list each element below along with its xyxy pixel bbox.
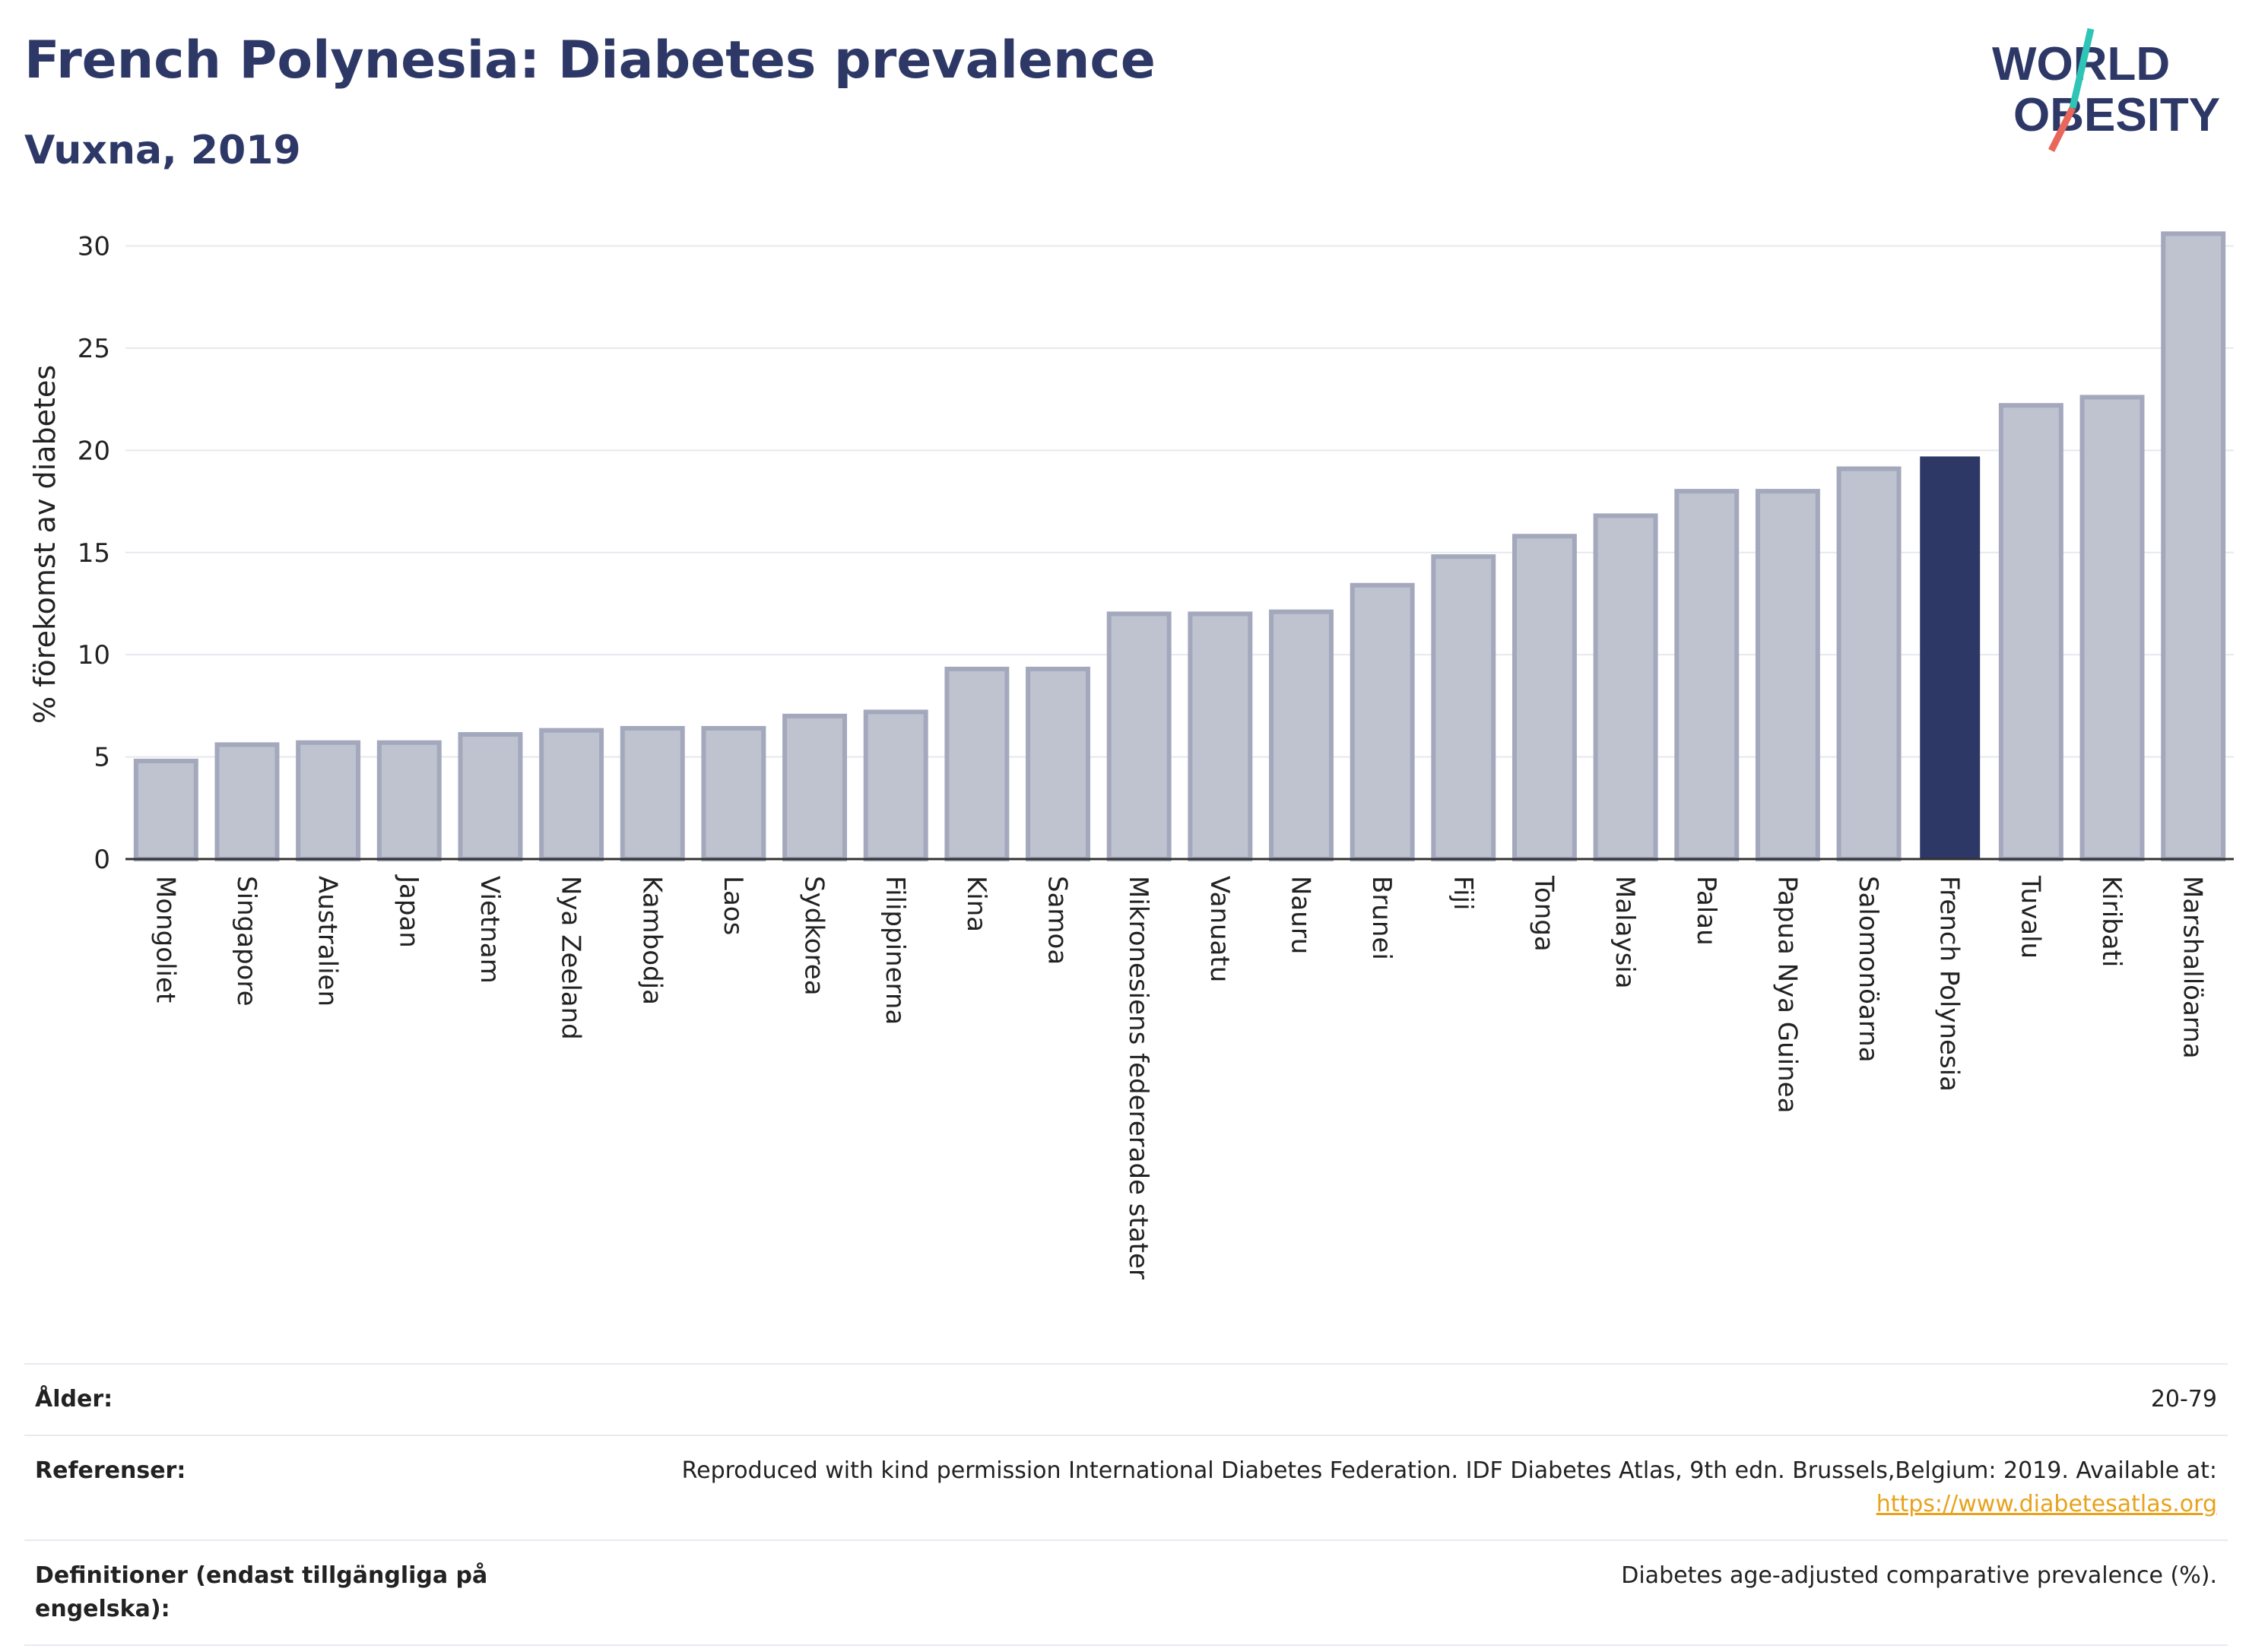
world-obesity-logo: WORLD OBESITY	[1992, 27, 2220, 153]
bar	[1511, 534, 1577, 861]
bar	[376, 740, 442, 861]
x-tick-label: Nauru	[1285, 876, 1315, 954]
x-tick-label: Nya Zeeland	[556, 876, 586, 1040]
bar	[1188, 611, 1253, 861]
bar-chart: 0 5 10 15 20 25 30 % förekomst av diabetes Mongo…	[28, 231, 2234, 1279]
x-tick-label: Kambodja	[636, 876, 667, 1005]
bar	[133, 758, 198, 862]
y-axis-title: % förekomst av diabetes	[28, 365, 62, 724]
y-tick-label: 20	[78, 436, 110, 466]
x-tick-label: Australien	[312, 876, 343, 1007]
meta-row-definitions: Definitioner (endast tillgängliga på eng…	[24, 1539, 2228, 1646]
x-tick-label: Mongoliet	[150, 876, 180, 1003]
y-tick-label: 25	[78, 334, 110, 364]
references-link[interactable]: https://www.diabetesatlas.org	[1876, 1491, 2217, 1517]
bar	[214, 742, 280, 861]
x-tick-label: Sydkorea	[799, 876, 829, 996]
page-title: French Polynesia: Diabetes prevalence	[24, 30, 1156, 90]
x-tick-label: Brunei	[1366, 876, 1397, 960]
bar	[1998, 403, 2063, 861]
y-tick-label: 0	[94, 845, 110, 875]
bar	[296, 740, 361, 861]
logo-slash-teal	[2069, 27, 2095, 109]
x-tick-label: Fiji	[1448, 876, 1478, 910]
age-value: 20-79	[2150, 1386, 2217, 1413]
metadata-table: Ålder: 20-79 Referenser: Reproduced with…	[24, 1363, 2228, 1646]
references-text: Reproduced with kind permission Internat…	[681, 1457, 2217, 1484]
bar	[1026, 666, 1090, 861]
y-tick-label: 15	[78, 538, 110, 569]
logo-line2: OBESITY	[2013, 89, 2220, 141]
bar	[458, 732, 523, 862]
definitions-label: Definitioner (endast tillgängliga på eng…	[35, 1562, 488, 1622]
logo-slash-coral	[2048, 106, 2076, 153]
bar	[1350, 582, 1415, 861]
definitions-value: Diabetes age-adjusted comparative preval…	[1621, 1562, 2217, 1589]
x-tick-label: French Polynesia	[1934, 876, 1965, 1092]
bar	[1106, 611, 1172, 861]
bar	[1674, 489, 1740, 861]
x-tick-label: Kina	[961, 876, 991, 932]
x-tick-label: Kiribati	[2096, 876, 2127, 967]
x-tick-label: Tonga	[1528, 875, 1559, 952]
bar	[944, 666, 1010, 861]
meta-row-age: Ålder: 20-79	[24, 1363, 2228, 1435]
y-tick-label: 10	[78, 640, 110, 671]
bar	[2161, 231, 2226, 861]
references-value: Reproduced with kind permission Internat…	[537, 1454, 2217, 1521]
x-tick-label: Laos	[718, 876, 748, 935]
meta-row-references: Referenser: Reproduced with kind permiss…	[24, 1435, 2228, 1539]
x-tick-label: Vietnam	[474, 876, 505, 984]
x-tick-label: Samoa	[1042, 876, 1073, 965]
x-tick-label: Tuvalu	[2015, 875, 2045, 959]
x-tick-label: Papua Nya Guinea	[1772, 876, 1802, 1113]
bar	[1920, 456, 1981, 859]
bar	[1755, 489, 1820, 861]
bar	[1269, 609, 1334, 861]
bar	[701, 725, 766, 861]
x-tick-label: Malaysia	[1610, 876, 1640, 989]
x-tick-label: Vanuatu	[1204, 876, 1235, 982]
bar	[1431, 554, 1496, 861]
y-tick-label: 30	[78, 232, 110, 262]
x-tick-label: Singapore	[231, 876, 262, 1007]
x-tick-label: Palau	[1691, 876, 1721, 946]
x-tick-label: Salomonöarna	[1853, 876, 1883, 1063]
bar	[620, 725, 685, 861]
x-tick-label: Japan	[393, 874, 423, 948]
bar	[863, 709, 928, 861]
bar	[2079, 395, 2145, 861]
age-label: Ålder:	[35, 1386, 113, 1413]
x-tick-label: Filippinerna	[880, 876, 910, 1025]
references-label: Referenser:	[35, 1457, 186, 1484]
bar	[539, 728, 604, 861]
x-tick-label: Mikronesiens federerade stater	[1123, 876, 1153, 1279]
bar	[1593, 513, 1658, 861]
x-tick-label: Marshallöarna	[2178, 876, 2208, 1059]
bar	[782, 713, 848, 861]
page-subtitle: Vuxna, 2019	[24, 128, 301, 173]
y-tick-label: 5	[94, 743, 110, 773]
bar	[1836, 466, 1902, 861]
